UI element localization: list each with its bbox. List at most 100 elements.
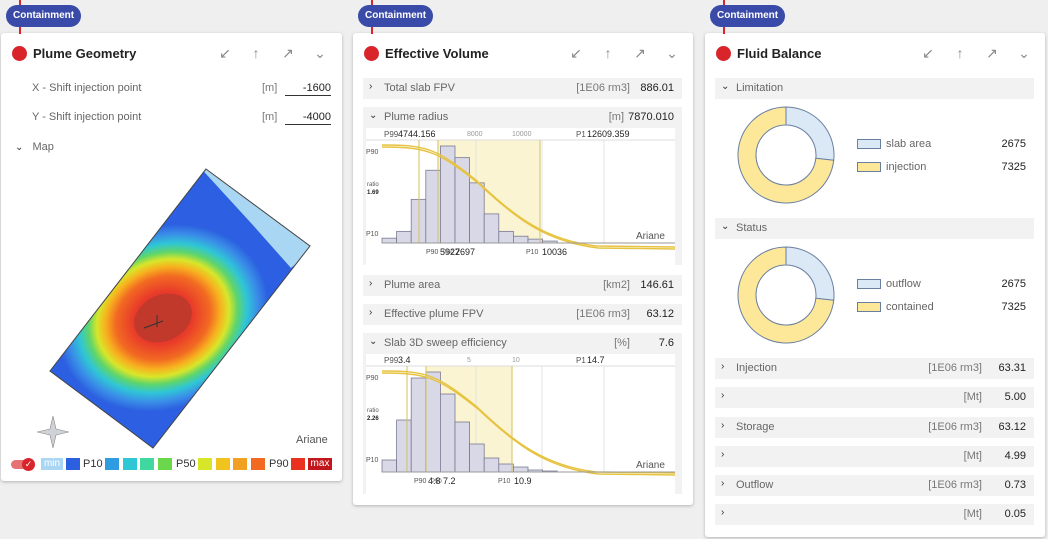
legend-label: injection <box>886 161 927 173</box>
row-effective-plume-fpv[interactable]: › Effective plume FPV [1E06 rm3] 63.12 <box>363 304 682 325</box>
legend-max: max <box>308 458 332 470</box>
legend-swatch-injection <box>857 162 881 172</box>
row-plume-area[interactable]: › Plume area [km2] 146.61 <box>363 275 682 296</box>
row-outflow-volume[interactable]: › Outflow [1E06 rm3] 0.73 <box>715 475 1034 496</box>
row-injection-volume[interactable]: › Injection [1E06 rm3] 63.31 <box>715 358 1034 379</box>
p1-value: 12609.359 <box>587 129 630 139</box>
legend-p10: P10 <box>83 458 103 470</box>
p99-value: 4744.156 <box>398 129 436 139</box>
row-unit: [1E06 rm3] <box>576 308 630 320</box>
legend-label: outflow <box>886 278 921 290</box>
histogram-bar <box>396 419 412 473</box>
chevron-down-icon[interactable]: ⌄ <box>666 45 678 61</box>
containment-tag[interactable]: Containment <box>6 5 82 27</box>
p90-label: P90 <box>426 249 439 256</box>
x-shift-input[interactable]: -1600 <box>285 82 331 96</box>
compass-icon <box>36 415 70 449</box>
row-label: Total slab FPV <box>384 82 455 94</box>
y-shift-label: Y - Shift injection point <box>32 111 142 123</box>
row-unit: [km2] <box>603 279 630 291</box>
panel-header: Effective Volume ↙ ↑ ↗ ⌄ <box>353 33 693 73</box>
legend-p50: P50 <box>176 458 196 470</box>
row-unit: [Mt] <box>963 508 982 520</box>
expand-icon[interactable]: ↗ <box>282 45 294 61</box>
p90-value: 4.8 <box>428 476 441 486</box>
donut-slice-outflow <box>785 246 835 301</box>
chevron-down-icon[interactable]: ⌄ <box>1018 45 1030 61</box>
chevron-down-icon: ⌄ <box>721 81 730 92</box>
chevron-right-icon: › <box>369 81 373 92</box>
section-label: Limitation <box>736 82 784 94</box>
map-toggle[interactable]: ⌄ Map <box>15 141 54 153</box>
legend-value: 7325 <box>1001 161 1026 173</box>
legend-label: slab area <box>886 138 932 150</box>
y-shift-input[interactable]: -4000 <box>285 111 331 125</box>
row-total-slab-fpv[interactable]: › Total slab FPV [1E06 rm3] 886.01 <box>363 78 682 99</box>
chevron-down-icon: ⌄ <box>369 336 378 347</box>
panel-title: Fluid Balance <box>737 46 822 61</box>
y-p10-label: P10 <box>366 457 379 464</box>
legend-swatch-outflow <box>857 279 881 289</box>
fluid-balance-panel: Fluid Balance ↙ ↑ ↗ ⌄ ⌄ Limitation slab … <box>705 33 1045 537</box>
p90-value: 5922 <box>440 247 460 257</box>
chevron-down-icon: ⌄ <box>15 142 24 153</box>
plume-geometry-panel: Plume Geometry ↙ ↑ ↗ ⌄ X - Shift injecti… <box>1 33 342 481</box>
section-label: Status <box>736 222 768 234</box>
map-label: Map <box>32 141 54 153</box>
chevron-down-icon: ⌄ <box>721 221 730 232</box>
p99-label: P99 <box>384 356 399 365</box>
y-ratio-label: ratio <box>367 408 379 414</box>
histogram-bar <box>381 237 398 244</box>
collapse-icon[interactable]: ↙ <box>570 45 582 61</box>
row-value: 7870.010 <box>628 111 674 123</box>
row-injection-mass[interactable]: › [Mt] 5.00 <box>715 387 1034 408</box>
expand-icon[interactable]: ↗ <box>634 45 646 61</box>
histogram-bar <box>483 457 500 473</box>
collapse-icon[interactable]: ↙ <box>219 45 231 61</box>
section-limitation[interactable]: ⌄ Limitation <box>715 78 1034 99</box>
row-unit: [Mt] <box>963 450 982 462</box>
tick-label: 10000 <box>512 131 532 138</box>
chevron-right-icon: › <box>369 307 373 318</box>
status-donut <box>737 246 835 344</box>
containment-tag[interactable]: Containment <box>710 5 786 27</box>
row-label: Outflow <box>736 479 774 491</box>
legend-label: contained <box>886 301 934 313</box>
chevron-right-icon: › <box>721 361 725 372</box>
collapse-icon[interactable]: ↙ <box>922 45 934 61</box>
chevron-down-icon[interactable]: ⌄ <box>314 45 326 61</box>
plume-map[interactable] <box>1 163 342 453</box>
y-ratio-value: 2.26 <box>367 416 379 422</box>
row-value: 5.00 <box>1004 391 1026 403</box>
p90-label: P90 <box>414 478 427 485</box>
limitation-donut <box>737 106 835 204</box>
arrow-up-icon[interactable]: ↑ <box>956 45 964 61</box>
p50-value: 7.2 <box>443 476 456 486</box>
row-storage-mass[interactable]: › [Mt] 4.99 <box>715 446 1034 467</box>
arrow-up-icon[interactable]: ↑ <box>604 45 612 61</box>
row-value: 63.12 <box>998 421 1026 433</box>
section-status[interactable]: ⌄ Status <box>715 218 1034 239</box>
legend-swatch-contained <box>857 302 881 312</box>
row-label: Plume area <box>384 279 441 291</box>
row-storage-volume[interactable]: › Storage [1E06 rm3] 63.12 <box>715 417 1034 438</box>
panel-title: Plume Geometry <box>33 46 137 61</box>
expand-icon[interactable]: ↗ <box>986 45 998 61</box>
row-slab-sweep-efficiency[interactable]: ⌄ Slab 3D sweep efficiency [%] 7.6 <box>363 333 682 354</box>
row-unit: [%] <box>614 337 630 349</box>
brand-label: Ariane <box>636 460 665 471</box>
arrow-up-icon[interactable]: ↑ <box>252 45 260 61</box>
cdf-curve <box>381 372 675 476</box>
row-label: Injection <box>736 362 777 374</box>
row-unit: [1E06 rm3] <box>928 479 982 491</box>
histogram-bar <box>498 230 514 244</box>
status-dot <box>12 46 27 61</box>
p1-label: P1 <box>576 356 586 365</box>
x-shift-label: X - Shift injection point <box>32 82 142 94</box>
row-plume-radius[interactable]: ⌄ Plume radius [m] 7870.010 <box>363 107 682 128</box>
toggle-switch[interactable]: ✓ <box>11 458 37 471</box>
containment-tag[interactable]: Containment <box>358 5 434 27</box>
panel-header: Fluid Balance ↙ ↑ ↗ ⌄ <box>705 33 1045 73</box>
row-outflow-mass[interactable]: › [Mt] 0.05 <box>715 504 1034 525</box>
